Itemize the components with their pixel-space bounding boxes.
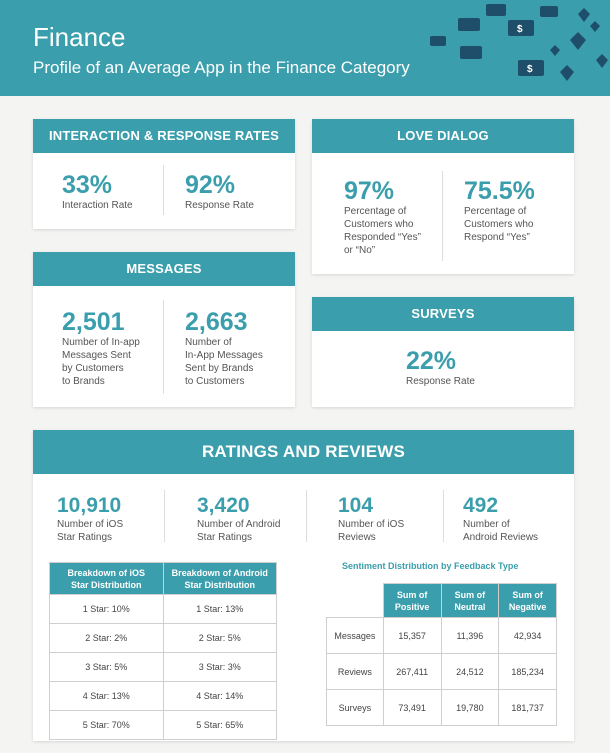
sentiment-title: Sentiment Distribution by Feedback Type	[342, 561, 519, 571]
messages-heading: MESSAGES	[33, 252, 295, 286]
row-label-surveys: Surveys	[326, 689, 384, 726]
surveys-heading: SURVEYS	[312, 297, 574, 331]
star-distribution-table: Breakdown of iOS Star Distribution Break…	[49, 562, 277, 740]
android-1-star: 1 Star: 13%	[162, 594, 277, 624]
surveys-card: SURVEYS 22% Response Rate	[312, 297, 574, 407]
ios-5-star: 5 Star: 70%	[49, 710, 164, 740]
page-subtitle: Profile of an Average App in the Finance…	[33, 58, 410, 77]
android-3-star: 3 Star: 3%	[162, 652, 277, 682]
surveys-neutral: 19,780	[440, 689, 500, 726]
love-dialog-card: LOVE DIALOG 97% Percentage of Customers …	[312, 119, 574, 274]
ios-3-star: 3 Star: 5%	[49, 652, 164, 682]
android-reviews-caption: Number of Android Reviews	[463, 519, 539, 543]
sum-negative-header: Sum of Negative	[498, 583, 557, 618]
ios-reviews-value: 104	[338, 494, 374, 517]
sum-positive-header: Sum of Positive	[382, 583, 442, 618]
messages-negative: 42,934	[498, 617, 557, 654]
surveys-negative: 181,737	[498, 689, 557, 726]
chat-hearts-decoration-icon: $ $	[430, 4, 608, 81]
messages-sent-by-brands-caption: Number of In-App Messages Sent by Brands…	[185, 337, 263, 387]
android-reviews-value: 492	[463, 494, 499, 517]
page-title: Finance	[33, 22, 126, 52]
android-star-ratings-caption: Number of Android Star Ratings	[197, 519, 281, 543]
messages-sent-by-brands-value: 2,663	[185, 308, 248, 336]
table-row: 2 Star: 2% 2 Star: 5%	[49, 623, 277, 653]
android-4-star: 4 Star: 14%	[162, 681, 277, 711]
surveys-positive: 73,491	[382, 689, 442, 726]
ios-4-star: 4 Star: 13%	[49, 681, 164, 711]
android-star-ratings-value: 3,420	[197, 494, 250, 517]
messages-neutral: 11,396	[440, 617, 500, 654]
table-row: 3 Star: 5% 3 Star: 3%	[49, 652, 277, 682]
love-responded-caption: Percentage of Customers who Responded “Y…	[344, 206, 421, 256]
love-responded-value: 97%	[344, 177, 395, 205]
love-yes-value: 75.5%	[464, 177, 535, 205]
reviews-positive: 267,411	[382, 653, 442, 690]
ios-breakdown-header: Breakdown of iOS Star Distribution	[49, 562, 164, 595]
ratings-heading: RATINGS AND REVIEWS	[33, 430, 574, 474]
love-yes-caption: Percentage of Customers who Respond “Yes…	[464, 206, 534, 243]
interaction-card: INTERACTION & RESPONSE RATES 33% Interac…	[33, 119, 295, 229]
table-row: Surveys 73,491 19,780 181,737	[326, 689, 557, 726]
table-row: Messages 15,357 11,396 42,934	[326, 617, 557, 654]
surveys-response-value: 22%	[406, 347, 457, 375]
ios-star-ratings-caption: Number of iOS Star Ratings	[57, 519, 124, 543]
interaction-rate-value: 33%	[62, 171, 113, 199]
interaction-heading: INTERACTION & RESPONSE RATES	[33, 119, 295, 153]
svg-text:$: $	[527, 64, 533, 75]
interaction-rate-caption: Interaction Rate	[62, 200, 133, 211]
sentiment-table: Sum of Positive Sum of Neutral Sum of Ne…	[326, 583, 557, 726]
messages-sent-by-customers-caption: Number of In-app Messages Sent by Custom…	[62, 337, 140, 387]
table-row: 4 Star: 13% 4 Star: 14%	[49, 681, 277, 711]
android-5-star: 5 Star: 65%	[162, 710, 277, 740]
reviews-neutral: 24,512	[440, 653, 500, 690]
messages-sent-by-customers-value: 2,501	[62, 308, 125, 336]
table-row: 5 Star: 70% 5 Star: 65%	[49, 710, 277, 740]
surveys-response-caption: Response Rate	[406, 376, 475, 387]
ios-1-star: 1 Star: 10%	[49, 594, 164, 624]
table-row: 1 Star: 10% 1 Star: 13%	[49, 594, 277, 624]
row-label-messages: Messages	[326, 617, 384, 654]
ios-2-star: 2 Star: 2%	[49, 623, 164, 653]
android-2-star: 2 Star: 5%	[162, 623, 277, 653]
messages-card: MESSAGES 2,501 Number of In-app Messages…	[33, 252, 295, 407]
love-dialog-heading: LOVE DIALOG	[312, 119, 574, 153]
sum-neutral-header: Sum of Neutral	[440, 583, 500, 618]
ios-reviews-caption: Number of iOS Reviews	[338, 519, 405, 543]
response-rate-value: 92%	[185, 171, 236, 199]
messages-positive: 15,357	[382, 617, 442, 654]
ios-star-ratings-value: 10,910	[57, 494, 122, 517]
header-banner: Finance Profile of an Average App in the…	[0, 0, 610, 96]
row-label-reviews: Reviews	[326, 653, 384, 690]
response-rate-caption: Response Rate	[185, 200, 254, 211]
reviews-negative: 185,234	[498, 653, 557, 690]
svg-text:$: $	[517, 24, 523, 35]
table-row: Reviews 267,411 24,512 185,234	[326, 653, 557, 690]
android-breakdown-header: Breakdown of Android Star Distribution	[162, 562, 277, 595]
